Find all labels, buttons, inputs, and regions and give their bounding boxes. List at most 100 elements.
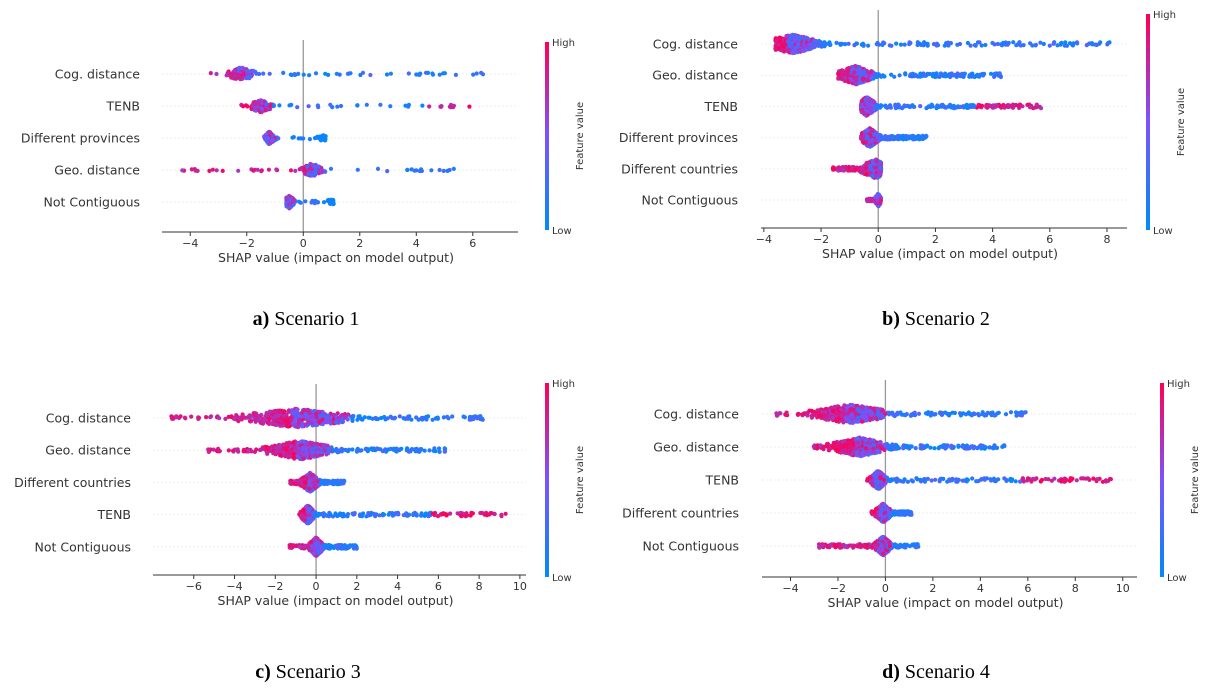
shap-point bbox=[413, 447, 418, 452]
shap-point bbox=[297, 417, 302, 422]
shap-point bbox=[217, 449, 222, 454]
shap-point bbox=[870, 129, 875, 134]
shap-point bbox=[852, 70, 857, 75]
shap-point bbox=[414, 415, 419, 420]
shap-point bbox=[277, 103, 282, 108]
shap-point bbox=[273, 449, 278, 455]
shap-point bbox=[360, 417, 365, 422]
x-tick-label: 4 bbox=[413, 237, 420, 250]
shap-point bbox=[980, 103, 985, 108]
shap-point bbox=[873, 165, 878, 170]
shap-point bbox=[918, 136, 923, 141]
shap-point bbox=[869, 167, 874, 172]
shap-point bbox=[267, 71, 272, 76]
shap-point bbox=[301, 72, 306, 77]
shap-point bbox=[803, 47, 808, 52]
shap-point bbox=[794, 34, 799, 40]
shap-point bbox=[350, 417, 355, 422]
shap-point bbox=[236, 168, 241, 173]
shap-point bbox=[323, 419, 328, 424]
shap-point bbox=[1033, 43, 1038, 48]
shap-point bbox=[970, 103, 975, 108]
shap-point bbox=[355, 446, 360, 451]
shap-point bbox=[879, 103, 884, 108]
shap-point bbox=[284, 423, 289, 429]
shap-point bbox=[854, 74, 859, 80]
shap-panel-scenario-2: Cog. distance Geo. distance TENB Different … bbox=[600, 0, 1207, 275]
shap-point bbox=[265, 135, 270, 141]
shap-point bbox=[282, 409, 287, 414]
shap-point bbox=[854, 78, 859, 83]
shap-point bbox=[873, 138, 878, 143]
shap-point bbox=[1027, 105, 1033, 110]
feature-label: Geo. distance bbox=[652, 68, 738, 83]
shap-point bbox=[289, 408, 295, 413]
shap-point bbox=[429, 168, 434, 173]
shap-point bbox=[786, 47, 791, 53]
shap-point bbox=[859, 42, 864, 47]
x-tick-label: 6 bbox=[469, 237, 476, 250]
shap-point bbox=[788, 43, 793, 48]
colorbar-title: Feature value bbox=[575, 102, 586, 170]
x-tick-label: 4 bbox=[989, 233, 996, 246]
x-axis-label: SHAP value (impact on model output) bbox=[218, 250, 454, 265]
shap-point bbox=[178, 414, 183, 419]
shap-point bbox=[441, 415, 446, 420]
shap-point bbox=[828, 42, 833, 47]
shap-point bbox=[864, 101, 870, 106]
shap-point bbox=[375, 166, 381, 171]
x-tick-label: −2 bbox=[813, 233, 829, 246]
shap-point bbox=[954, 105, 959, 110]
shap-point bbox=[1028, 41, 1033, 46]
shap-point bbox=[963, 104, 968, 110]
shap-point bbox=[822, 40, 827, 45]
shap-point bbox=[860, 107, 865, 113]
feature-label: Geo. distance bbox=[54, 163, 140, 178]
shap-point bbox=[328, 166, 334, 171]
shap-point bbox=[924, 72, 929, 77]
shap-point bbox=[984, 104, 989, 109]
shap-point bbox=[241, 104, 246, 109]
shap-point bbox=[872, 107, 877, 112]
shap-point bbox=[303, 422, 308, 427]
shap-point bbox=[445, 168, 450, 173]
shap-point bbox=[209, 414, 214, 419]
shap-point bbox=[341, 447, 346, 452]
x-tick-label: −2 bbox=[239, 237, 255, 250]
shap-point bbox=[296, 450, 301, 455]
shap-point bbox=[309, 200, 314, 205]
shap-point bbox=[417, 168, 422, 174]
shap-point bbox=[917, 41, 923, 46]
shap-point bbox=[314, 415, 319, 420]
dots-group bbox=[169, 406, 508, 558]
shap-point bbox=[388, 446, 393, 451]
shap-point bbox=[1097, 41, 1102, 46]
shap-point bbox=[965, 40, 970, 46]
shap-point bbox=[299, 410, 304, 415]
shap-point bbox=[467, 104, 472, 109]
shap-point bbox=[241, 72, 246, 77]
shap-point bbox=[210, 167, 215, 172]
shap-point bbox=[331, 416, 336, 422]
shap-point bbox=[232, 416, 237, 421]
shap-point bbox=[924, 106, 929, 111]
shap-point bbox=[236, 66, 241, 71]
shap-point bbox=[366, 447, 371, 452]
shap-point bbox=[384, 72, 390, 77]
shap-point bbox=[406, 71, 411, 76]
shap-point bbox=[430, 417, 435, 422]
shap-point bbox=[305, 164, 310, 169]
shap-point bbox=[254, 411, 259, 416]
shap-point bbox=[207, 168, 212, 173]
caption-letter: a) bbox=[252, 308, 270, 330]
shap-point bbox=[925, 43, 930, 48]
shap-point bbox=[195, 168, 200, 173]
shap-point bbox=[417, 449, 422, 454]
shap-point bbox=[298, 136, 303, 141]
shap-point bbox=[442, 446, 447, 451]
shap-point bbox=[291, 411, 296, 416]
shap-point bbox=[359, 448, 364, 453]
shap-point bbox=[268, 130, 273, 135]
shap-point bbox=[875, 40, 880, 46]
